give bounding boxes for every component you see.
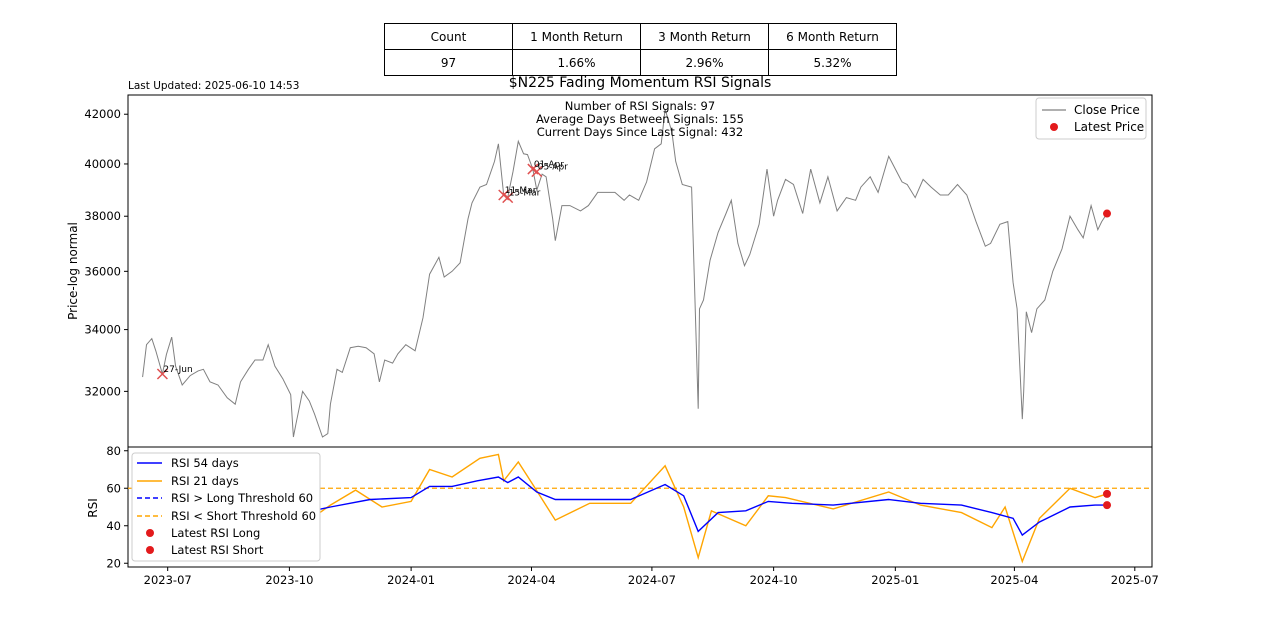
stats-table: Count 1 Month Return 3 Month Return 6 Mo… — [384, 23, 897, 76]
last-updated-label: Last Updated: 2025-06-10 14:53 — [128, 80, 299, 92]
latest-price-marker — [1103, 209, 1112, 218]
rsi-y-tick-label: 60 — [106, 481, 121, 495]
latest-rsi-short-marker — [1103, 489, 1112, 498]
x-tick-label: 2025-07 — [1111, 573, 1159, 587]
stats-header-row: Count 1 Month Return 3 Month Return 6 Mo… — [384, 23, 897, 50]
price-y-tick-label: 36000 — [84, 264, 121, 278]
latest-rsi-markers — [1103, 489, 1112, 510]
legend-short-threshold-label: RSI < Short Threshold 60 — [171, 509, 316, 523]
x-tick-label: 2024-04 — [507, 573, 555, 587]
stats-value-cell: 2.96% — [640, 49, 769, 76]
price-y-tick-label: 40000 — [84, 157, 121, 171]
annotation-line: Number of RSI Signals: 97 — [565, 99, 715, 113]
rsi-y-axis-label: RSI — [86, 498, 100, 518]
latest-price-series — [1103, 209, 1112, 218]
rsi-y-tick-label: 20 — [106, 556, 121, 570]
stats-header-cell: 1 Month Return — [512, 23, 641, 50]
stats-header-cell: Count — [384, 23, 513, 50]
rsi-y-tick-label: 40 — [106, 519, 121, 533]
stats-header-cell: 6 Month Return — [768, 23, 897, 50]
annotation-line: Current Days Since Last Signal: 432 — [537, 125, 743, 139]
x-tick-label: 2023-07 — [144, 573, 192, 587]
price-y-tick-label: 38000 — [84, 209, 121, 223]
price-legend-box — [1035, 97, 1147, 140]
signal-marker — [502, 192, 514, 204]
signal-marker — [531, 166, 543, 178]
x-tick-label: 2023-10 — [265, 573, 313, 587]
price-legend: Close Price Latest Price — [1035, 97, 1147, 140]
price-y-tick-label: 32000 — [84, 384, 121, 398]
legend-latest-rsi-long-label: Latest RSI Long — [171, 526, 260, 540]
x-tick-label: 2024-10 — [750, 573, 798, 587]
x-tick-label: 2024-07 — [628, 573, 676, 587]
price-y-axis-label: Price-log normal — [66, 222, 80, 320]
rsi-legend-box — [131, 452, 321, 562]
signal-label: 05-Apr — [538, 163, 568, 173]
rsi-y-tick-label: 80 — [106, 444, 121, 458]
rsi-54-line — [142, 476, 1107, 537]
x-tick-label: 2024-01 — [387, 573, 435, 587]
rsi-y-axis: 20 40 60 80 — [106, 444, 128, 570]
signal-label: 27-Jun — [163, 365, 192, 375]
legend-latest-rsi-short-swatch — [146, 546, 154, 554]
signal-marker — [156, 368, 168, 380]
price-y-tick-label: 42000 — [84, 107, 121, 121]
stats-value-row: 97 1.66% 2.96% 5.32% — [384, 49, 897, 76]
stats-value-cell: 5.32% — [768, 49, 897, 76]
legend-latest-rsi-short-label: Latest RSI Short — [171, 543, 264, 557]
legend-latest-price-label: Latest Price — [1074, 120, 1144, 134]
latest-rsi-long-marker — [1103, 501, 1112, 510]
annotation-line: Average Days Between Signals: 155 — [536, 112, 744, 126]
signal-label: 11-Mar — [505, 186, 537, 196]
signal-label: 15-Mar — [509, 189, 541, 199]
price-chart-title: $N225 Fading Momentum RSI Signals — [509, 75, 772, 91]
price-y-axis: 32000 34000 36000 38000 40000 42000 — [84, 107, 128, 398]
date-x-axis: 2023-07 2023-10 2024-01 2024-04 2024-07 2024-… — [144, 567, 1159, 587]
price-plot-frame — [127, 94, 1153, 448]
x-tick-label: 2025-01 — [871, 573, 919, 587]
signal-label: 01-Apr — [534, 160, 564, 170]
x-tick-label: 2025-04 — [990, 573, 1038, 587]
price-y-tick-label: 34000 — [84, 323, 121, 337]
close-price-series — [142, 109, 1108, 438]
close-price-line — [142, 109, 1108, 438]
legend-rsi-long-label: RSI 54 days — [171, 456, 239, 470]
rsi-54-series — [142, 476, 1107, 537]
legend-rsi-short-label: RSI 21 days — [171, 474, 239, 488]
legend-close-price-label: Close Price — [1074, 103, 1140, 117]
legend-latest-price-swatch — [1050, 123, 1058, 131]
legend-long-threshold-label: RSI > Long Threshold 60 — [171, 491, 313, 505]
rsi-legend: RSI 54 days RSI 21 days RSI > Long Thres… — [131, 452, 321, 562]
legend-latest-rsi-long-swatch — [146, 529, 154, 537]
rsi-plot-frame — [127, 446, 1153, 568]
